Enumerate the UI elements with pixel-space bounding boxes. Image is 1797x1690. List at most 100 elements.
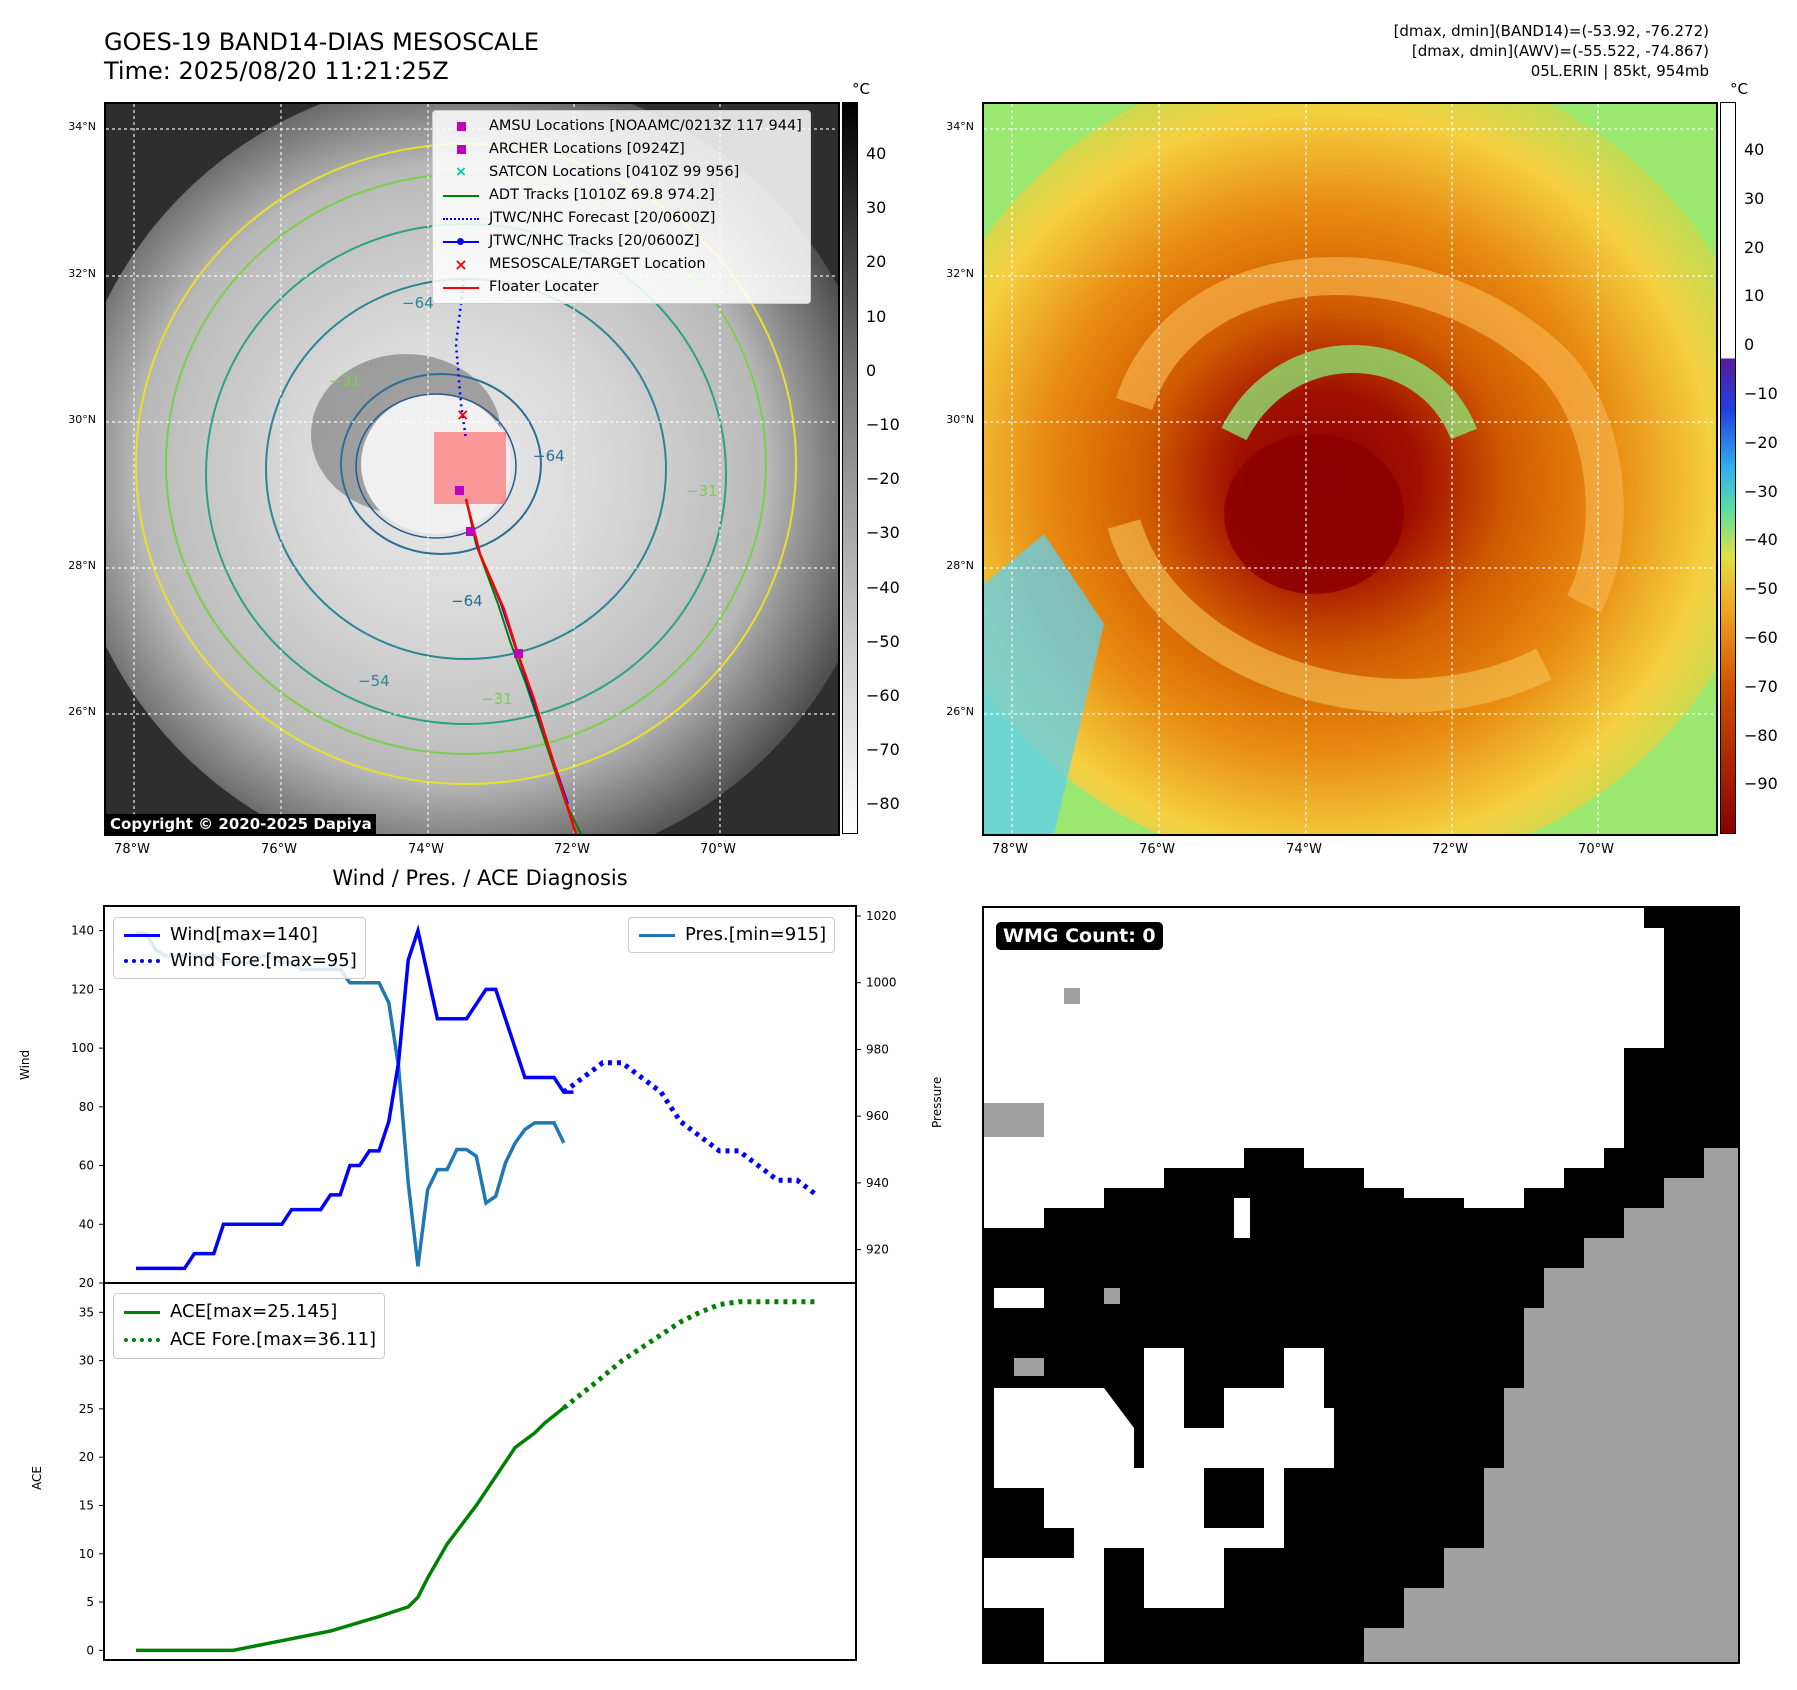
pressure-tick-label: 960: [866, 1109, 889, 1123]
lon-label: 74°W: [1286, 842, 1322, 857]
lon-label: 72°W: [1432, 842, 1468, 857]
contour-label: −64: [533, 447, 565, 465]
lon-label: 74°W: [408, 842, 444, 857]
ace-forecast-line: [562, 1299, 817, 1410]
legend-item: JTWC/NHC Forecast [20/0600Z]: [441, 207, 802, 230]
colorbar-tick-label: −80: [1744, 725, 1778, 745]
lat-label: 28°N: [68, 559, 96, 572]
colorbar-tick-label: −90: [1744, 774, 1778, 794]
ace-tick-label: 0: [86, 1643, 94, 1657]
legend-pres: Pres.[min=915]: [685, 924, 827, 945]
lon-label: 78°W: [114, 842, 150, 857]
colorbar-tick-label: 20: [1744, 237, 1765, 257]
legend-item: ARCHER Locations [0924Z]: [441, 138, 802, 161]
wind-forecast-line: [562, 1060, 819, 1197]
colorbar-tick-label: −60: [1744, 628, 1778, 647]
lat-label: 28°N: [946, 559, 974, 572]
wind-ylabel: Wind: [18, 1049, 32, 1080]
colorbar-tick-label: −10: [866, 415, 900, 434]
wind-tick-label: 60: [79, 1159, 94, 1173]
lon-label: 76°W: [261, 842, 297, 857]
lat-label: 34°N: [946, 120, 974, 133]
colorbar-tick-label: 40: [1744, 140, 1765, 159]
contour-label: −31: [329, 372, 361, 390]
colorbar-tick-label: 10: [866, 306, 887, 326]
awv-colorbar: [1720, 102, 1736, 834]
colorbar-tick-label: −20: [866, 469, 900, 489]
wind-tick-label: 40: [79, 1217, 94, 1231]
line-icon: [443, 286, 479, 289]
legend-item: × SATCON Locations [0410Z 99 956]: [441, 161, 802, 184]
colorbar-tick-label: −30: [1744, 481, 1778, 501]
wind-tick-label: 80: [79, 1100, 94, 1114]
line-icon: [443, 194, 479, 197]
contour-label: −64: [402, 294, 434, 312]
svg-text:×: ×: [456, 405, 469, 424]
lon-label: 70°W: [1578, 842, 1614, 857]
ace-tick-label: 30: [79, 1354, 94, 1368]
contour-label: −54: [358, 672, 390, 690]
line-icon: [639, 933, 675, 937]
contour-label: −31: [481, 690, 513, 708]
lat-label: 30°N: [68, 413, 96, 426]
ir-map-panel: × −64 −31 −64 −31 −54 −31 −64 AMSU Locat…: [104, 102, 840, 836]
pressure-series-line: [136, 930, 566, 1267]
wind-tick-label: 100: [71, 1041, 94, 1055]
wmg-mask: [984, 908, 1738, 1662]
awv-range: [dmax, dmin](AWV)=(-55.522, -74.867): [1411, 42, 1709, 60]
line-icon: [124, 933, 160, 937]
colorbar-tick-label: 40: [866, 144, 887, 163]
colorbar-tick-label: −20: [1744, 432, 1778, 452]
lon-label: 78°W: [992, 842, 1028, 857]
colorbar-tick-label: 30: [866, 198, 887, 218]
pressure-tick-label: 1000: [866, 976, 897, 990]
ace-tick-label: 15: [79, 1498, 94, 1512]
contour-label: −64: [451, 592, 483, 610]
x-marker-icon: ×: [455, 164, 467, 180]
wmg-count-badge: WMG Count: 0: [996, 922, 1163, 950]
band14-range: [dmax, dmin](BAND14)=(-53.92, -76.272): [1393, 22, 1709, 40]
awv-colorbar-unit: °C: [1730, 80, 1748, 98]
wind-tick-label: 20: [79, 1276, 94, 1290]
legend-ace-fore: ACE Fore.[max=36.11]: [170, 1329, 377, 1350]
ace-ylabel: ACE: [30, 1466, 44, 1490]
lat-label: 26°N: [946, 705, 974, 718]
pressure-tick-label: 940: [866, 1176, 889, 1190]
contour-label: −31: [686, 482, 718, 500]
chart-time: Time: 2025/08/20 11:21:25Z: [104, 57, 449, 85]
colorbar-tick-label: 0: [1744, 335, 1755, 355]
lat-label: 32°N: [68, 267, 96, 280]
colorbar-tick-label: −70: [1744, 676, 1778, 696]
wmg-panel: WMG Count: 0: [982, 906, 1740, 1664]
lon-label: 70°W: [700, 842, 736, 857]
lat-label: 34°N: [68, 120, 96, 133]
pressure-ylabel: Pressure: [930, 1076, 944, 1128]
dotted-line-icon: [443, 217, 479, 220]
ir-legend: AMSU Locations [NOAAMC/0213Z 117 944] AR…: [432, 110, 811, 304]
legend-item: × MESOSCALE/TARGET Location: [454, 255, 706, 274]
storm-info: 05L.ERIN | 85kt, 954mb: [1530, 62, 1709, 80]
wind-legend: Wind[max=140] Wind Fore.[max=95]: [113, 917, 366, 979]
colorbar-tick-label: −80: [866, 794, 900, 814]
colorbar-tick-label: −60: [866, 686, 900, 705]
square-marker-icon: [456, 145, 466, 154]
colorbar-tick-label: −70: [866, 740, 900, 760]
legend-wind-fore: Wind Fore.[max=95]: [170, 950, 357, 971]
wind-series-line: [136, 924, 574, 1271]
colorbar-tick-label: 10: [1744, 286, 1765, 306]
lat-label: 30°N: [946, 413, 974, 426]
square-marker-icon: [456, 122, 466, 131]
legend-ace: ACE[max=25.145]: [170, 1301, 338, 1322]
legend-item: AMSU Locations [NOAAMC/0213Z 117 944]: [441, 115, 802, 138]
pressure-tick-label: 1020: [866, 909, 897, 923]
lon-label: 72°W: [554, 842, 590, 857]
awv-imagery: [984, 104, 1716, 834]
colorbar-tick-label: −50: [866, 631, 900, 651]
ace-axes-frame: [103, 1282, 857, 1661]
colorbar-tick-label: 20: [866, 252, 887, 272]
wind-tick-label: 120: [71, 982, 94, 996]
legend-item: Floater Locater: [441, 276, 802, 299]
chart-title: GOES-19 BAND14-DIAS MESOSCALE: [104, 28, 540, 56]
diagnosis-chart: 1401201008060402010201000980960940920353…: [71, 905, 897, 1661]
pressure-tick-label: 920: [866, 1243, 889, 1257]
